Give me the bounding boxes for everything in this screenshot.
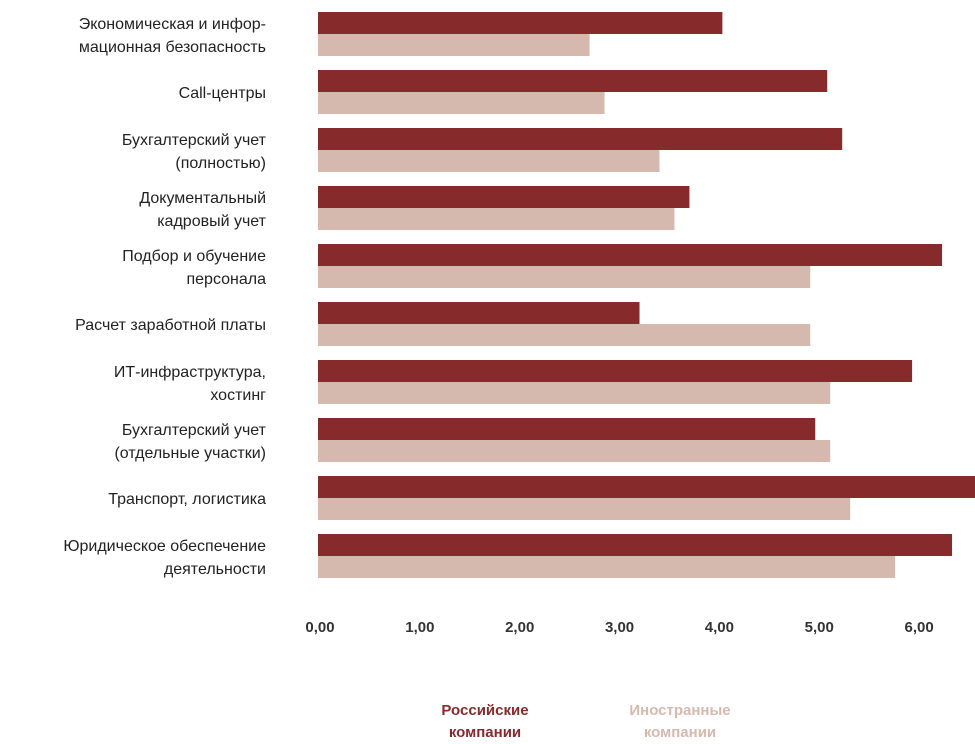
bar-foreign-companies: [318, 208, 675, 230]
category-label: Подбор и обучение персонала: [122, 248, 266, 288]
x-tick-label: 2,00: [505, 619, 534, 636]
category-label: ИТ-инфраструктура, хостинг: [114, 364, 266, 404]
category-label-line: (полностью): [175, 155, 266, 172]
bar-foreign-companies: [318, 150, 660, 172]
category-label-line: Подбор и обучение: [122, 248, 266, 265]
x-tick-label: 4,00: [705, 619, 734, 636]
category-label: Бухгалтерский учет (полностью): [122, 132, 267, 172]
x-tick-label: 6,00: [904, 619, 933, 636]
x-tick-label: 0,00: [305, 619, 334, 636]
category-label-line: деятельности: [164, 561, 266, 578]
bar-foreign-companies: [318, 498, 851, 520]
bar-russian-companies: [318, 128, 843, 150]
bar-foreign-companies: [318, 92, 605, 114]
x-tick-label: 3,00: [605, 619, 634, 636]
legend-russian-line2: компании: [448, 724, 522, 741]
bar-foreign-companies: [318, 440, 831, 462]
category-label-line: (отдельные участки): [114, 445, 266, 462]
category-label-line: Юридическое обеспечение: [63, 538, 266, 555]
legend-foreign-companies: Иностранные компании: [600, 700, 760, 744]
category-label-line: Бухгалтерский учет: [122, 132, 267, 149]
category-label: Документальный кадровый учет: [139, 190, 266, 230]
category-label: Экономическая и инфор-мационная безопасн…: [79, 16, 266, 56]
bar-foreign-companies: [318, 324, 811, 346]
bar-russian-companies: [318, 70, 828, 92]
bar-russian-companies: [318, 534, 953, 556]
category-label-line: хостинг: [210, 387, 266, 404]
category-label-line: персонала: [186, 271, 266, 288]
category-label-line: Бухгалтерский учет: [122, 422, 267, 439]
bar-foreign-companies: [318, 556, 896, 578]
bar-foreign-companies: [318, 266, 811, 288]
category-label-line: ИТ-инфраструктура,: [114, 364, 266, 381]
x-tick-label: 1,00: [405, 619, 434, 636]
category-label: Call-центры: [179, 85, 266, 102]
legend-foreign-line2: компании: [643, 724, 717, 741]
bar-russian-companies: [318, 12, 723, 34]
legend-russian-companies: Российские компании: [410, 700, 560, 744]
bar-foreign-companies: [318, 382, 831, 404]
bar-russian-companies: [318, 302, 640, 324]
bar-russian-companies: [318, 418, 816, 440]
bar-russian-companies: [318, 476, 975, 498]
bar-russian-companies: [318, 360, 913, 382]
category-label-line: Экономическая и инфор-: [79, 16, 266, 33]
category-label: Бухгалтерский учет (отдельные участки): [114, 422, 266, 462]
category-label-line: кадровый учет: [157, 213, 266, 230]
bar-russian-companies: [318, 244, 943, 266]
category-label-line: Документальный: [139, 190, 266, 207]
category-label: Транспорт, логистика: [108, 491, 266, 508]
bar-foreign-companies: [318, 34, 590, 56]
category-label-line: мационная безопасность: [79, 39, 266, 56]
bar-russian-companies: [318, 186, 690, 208]
category-label-line: Call-центры: [179, 85, 266, 102]
category-label: Юридическое обеспечение деятельности: [63, 538, 266, 578]
x-tick-label: 5,00: [805, 619, 834, 636]
category-label: Расчет заработной платы: [75, 317, 266, 334]
legend-russian-line1: Российские: [441, 702, 529, 719]
category-label-line: Транспорт, логистика: [108, 491, 266, 508]
legend-foreign-line1: Иностранные: [629, 702, 731, 719]
category-label-line: Расчет заработной платы: [75, 317, 266, 334]
